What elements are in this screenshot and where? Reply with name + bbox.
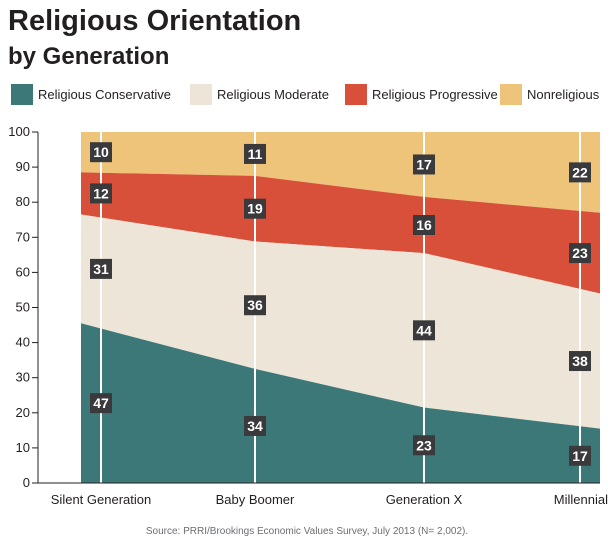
data-label-box (569, 162, 591, 183)
data-label-text: 17 (416, 156, 432, 172)
data-label-religious-progressive-silent-generation: 12 (90, 183, 112, 204)
data-label-text: 16 (416, 217, 432, 233)
x-axis: Silent Generation Baby Boomer Generation X… (38, 482, 608, 507)
y-tick-label-60: 60 (16, 264, 30, 279)
data-label-religious-conservative-silent-generation: 47 (90, 393, 112, 414)
legend-item-nonreligious: Nonreligious (500, 84, 600, 105)
y-tick-label-90: 90 (16, 159, 30, 174)
y-tick-label-30: 30 (16, 370, 30, 385)
data-label-text: 36 (247, 297, 263, 313)
chart-title-line1: Religious Orientation (8, 5, 301, 37)
data-label-box (413, 215, 435, 236)
data-label-text: 22 (572, 164, 588, 180)
data-label-text: 12 (93, 185, 109, 201)
legend-label: Religious Progressive (372, 87, 498, 102)
x-tick-label-generation-x: Generation X (386, 492, 463, 507)
data-label-text: 23 (416, 437, 432, 453)
data-label-religious-moderate-generation-x: 44 (413, 320, 435, 341)
legend-item-religious-progressive: Religious Progressive (345, 84, 498, 105)
y-tick-label-70: 70 (16, 229, 30, 244)
data-label-box (569, 351, 591, 372)
legend-swatch (190, 84, 212, 105)
legend-item-religious-moderate: Religious Moderate (190, 84, 329, 105)
data-label-box (90, 142, 112, 163)
data-labels: 47 34 23 17 31 36 44 38 12 19 16 23 10 11 17 22 (90, 142, 591, 466)
data-label-text: 19 (247, 201, 263, 217)
x-tick-label-silent-generation: Silent Generation (51, 492, 151, 507)
data-label-text: 47 (93, 395, 109, 411)
data-label-religious-conservative-millennial: 17 (569, 445, 591, 466)
legend-item-religious-conservative: Religious Conservative (11, 84, 171, 105)
data-label-text: 10 (93, 144, 109, 160)
legend: Religious Conservative Religious Moderate… (11, 84, 600, 105)
data-label-religious-conservative-baby-boomer: 34 (244, 415, 266, 436)
legend-label: Religious Conservative (38, 87, 171, 102)
area-religious-moderate (81, 214, 600, 429)
data-label-box (413, 435, 435, 456)
legend-label: Nonreligious (527, 87, 600, 102)
data-label-text: 38 (572, 353, 588, 369)
data-label-box (90, 258, 112, 279)
data-label-religious-moderate-baby-boomer: 36 (244, 295, 266, 316)
data-label-religious-conservative-generation-x: 23 (413, 435, 435, 456)
data-label-box (90, 183, 112, 204)
data-label-text: 31 (93, 261, 109, 277)
data-label-nonreligious-generation-x: 17 (413, 154, 435, 175)
y-tick-label-40: 40 (16, 335, 30, 350)
legend-label: Religious Moderate (217, 87, 329, 102)
data-label-nonreligious-silent-generation: 10 (90, 142, 112, 163)
data-label-box (244, 415, 266, 436)
data-label-text: 11 (248, 146, 263, 162)
y-tick-label-0: 0 (23, 475, 30, 490)
data-label-box (413, 154, 435, 175)
y-tick-label-10: 10 (16, 440, 30, 455)
data-label-religious-moderate-silent-generation: 31 (90, 258, 112, 279)
x-tick-label-baby-boomer: Baby Boomer (216, 492, 295, 507)
source-note: Source: PRRI/Brookings Economic Values S… (146, 526, 468, 537)
area-nonreligious (81, 132, 600, 213)
data-label-box (413, 320, 435, 341)
legend-swatch (345, 84, 367, 105)
data-label-box (244, 143, 266, 164)
y-tick-label-20: 20 (16, 405, 30, 420)
area-religious-conservative (81, 323, 600, 483)
chart-title-line2: by Generation (8, 43, 169, 70)
data-label-nonreligious-baby-boomer: 11 (244, 143, 266, 164)
data-label-nonreligious-millennial: 22 (569, 162, 591, 183)
data-label-box (244, 198, 266, 219)
data-label-box (244, 295, 266, 316)
y-tick-label-80: 80 (16, 194, 30, 209)
data-label-religious-progressive-baby-boomer: 19 (244, 198, 266, 219)
plot-area (81, 132, 600, 483)
data-label-religious-progressive-millennial: 23 (569, 243, 591, 264)
data-label-text: 17 (572, 448, 588, 464)
data-label-text: 44 (416, 322, 432, 338)
x-tick-label-millennial: Millennial (554, 492, 608, 507)
data-label-religious-progressive-generation-x: 16 (413, 215, 435, 236)
y-tick-label-100: 100 (8, 124, 30, 139)
y-tick-label-50: 50 (16, 300, 30, 315)
data-label-box (569, 445, 591, 466)
data-label-religious-moderate-millennial: 38 (569, 351, 591, 372)
y-axis: 0 10 20 30 40 50 60 70 80 90 100 (8, 124, 39, 490)
data-label-box (90, 393, 112, 414)
data-label-box (569, 243, 591, 264)
area-religious-progressive (81, 172, 600, 294)
data-label-text: 23 (572, 245, 588, 261)
legend-swatch (500, 84, 522, 105)
data-label-text: 34 (247, 418, 263, 434)
legend-swatch (11, 84, 33, 105)
